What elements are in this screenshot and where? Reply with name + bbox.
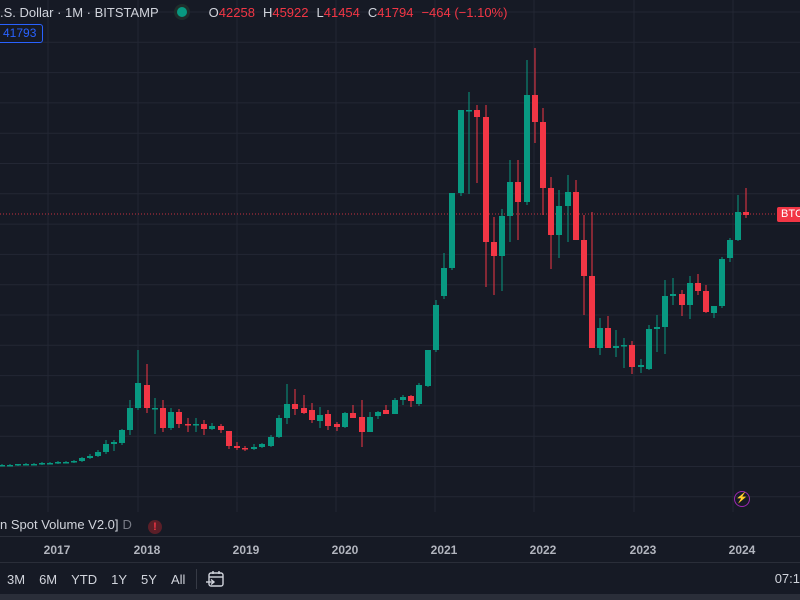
time-axis[interactable]: 2017 2018 2019 2020 2021 2022 2023 2024 xyxy=(0,536,800,563)
close-label: C xyxy=(367,4,378,20)
x-tick-2024: 2024 xyxy=(728,543,756,557)
low-label: L xyxy=(316,4,324,20)
x-tick-2018: 2018 xyxy=(133,543,161,557)
high-value: 45922 xyxy=(272,4,309,20)
lightning-icon[interactable]: ⚡ xyxy=(734,491,750,507)
indicator-name: n Spot Volume V2.0] xyxy=(0,517,119,532)
change-value: −464 (−1.10%) xyxy=(421,4,508,20)
range-5y-button[interactable]: 5Y xyxy=(141,571,157,587)
toolbar-divider xyxy=(196,569,198,589)
x-tick-2022: 2022 xyxy=(529,543,557,557)
open-label: O xyxy=(208,4,219,20)
range-all-button[interactable]: All xyxy=(170,571,186,587)
go-to-date-icon[interactable] xyxy=(205,570,225,588)
clock-time[interactable]: 07:1 xyxy=(774,571,800,586)
low-value: 41454 xyxy=(323,4,360,20)
x-tick-2020: 2020 xyxy=(331,543,359,557)
candles xyxy=(0,48,749,467)
x-tick-2021: 2021 xyxy=(430,543,458,557)
symbol-legend: .S. Dollar · 1M · BITSTAMP O 42258 H 45922… xyxy=(0,4,507,20)
symbol-title[interactable]: .S. Dollar · 1M · BITSTAMP xyxy=(0,4,159,20)
range-6m-button[interactable]: 6M xyxy=(39,571,58,587)
range-ytd-button[interactable]: YTD xyxy=(71,571,98,587)
range-1y-button[interactable]: 1Y xyxy=(111,571,128,587)
close-value: 41794 xyxy=(377,4,414,20)
x-tick-2019: 2019 xyxy=(232,543,260,557)
warning-icon[interactable]: ! xyxy=(147,520,162,534)
bottom-toolbar: 3M 6M YTD 1Y 5Y All 07:1 xyxy=(0,562,800,595)
open-value: 42258 xyxy=(218,4,255,20)
x-tick-2023: 2023 xyxy=(629,543,657,557)
indicator-suffix: D xyxy=(122,517,132,532)
range-3m-button[interactable]: 3M xyxy=(7,571,26,587)
candlestick-chart[interactable] xyxy=(0,0,800,512)
high-label: H xyxy=(262,4,273,20)
price-scale-label: BTC xyxy=(777,207,800,222)
footer-strip xyxy=(0,594,800,600)
indicator-legend[interactable]: n Spot Volume V2.0] D! xyxy=(0,517,162,534)
market-status-icon xyxy=(176,7,187,17)
x-tick-2017: 2017 xyxy=(43,543,71,557)
price-input-box[interactable]: 41793 xyxy=(0,24,44,43)
